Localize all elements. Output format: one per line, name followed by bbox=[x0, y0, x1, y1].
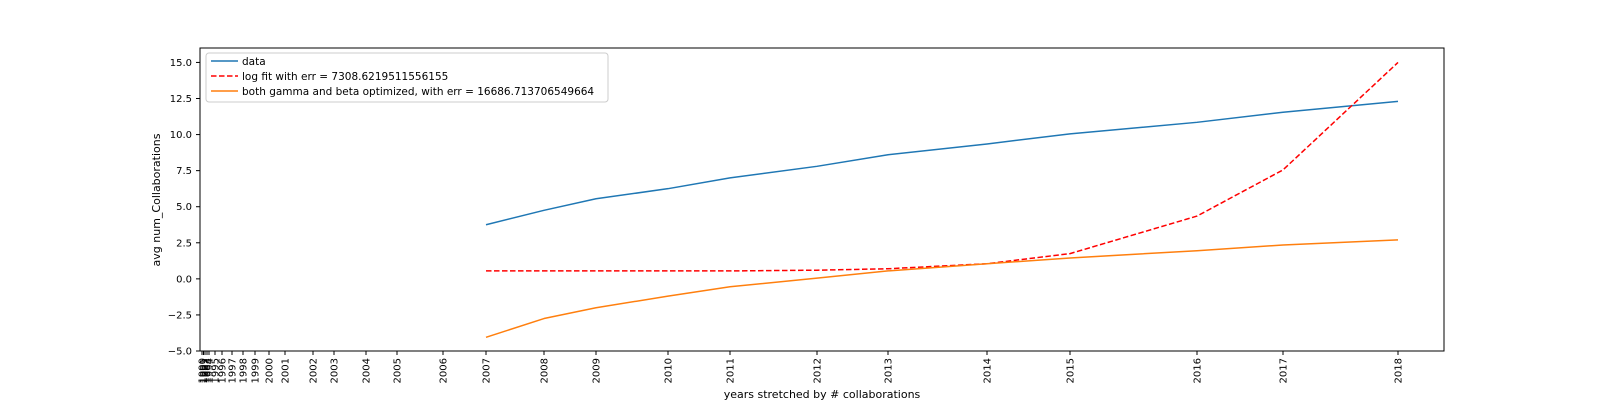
legend-entry: data bbox=[242, 56, 266, 68]
x-tick-label: 2004 bbox=[362, 358, 373, 383]
x-tick-label: 1995 bbox=[211, 358, 222, 383]
x-tick-label: 2016 bbox=[1193, 358, 1204, 383]
x-tick-label: 2013 bbox=[884, 358, 895, 383]
series-line-2 bbox=[486, 61, 1399, 272]
y-tick-label: 5.0 bbox=[176, 202, 192, 213]
x-tick-label: 2014 bbox=[983, 358, 994, 383]
x-tick-label: 1998 bbox=[239, 358, 250, 383]
x-tick-label: 2000 bbox=[265, 358, 276, 383]
legend-box bbox=[205, 52, 609, 103]
x-tick-label: 2006 bbox=[439, 358, 450, 383]
x-tick-label: 1992 bbox=[201, 358, 212, 383]
x-tick-label: 2005 bbox=[393, 358, 404, 383]
x-tick-label: 1997 bbox=[228, 358, 239, 383]
x-axis-label: years stretched by # collaborations bbox=[724, 388, 921, 400]
legend-entry: log fit with err = 7308.6219511556155 bbox=[242, 71, 448, 83]
y-tick-label: −2.5 bbox=[168, 310, 192, 321]
x-tick-label: 2011 bbox=[726, 358, 737, 383]
series-layer bbox=[485, 61, 1399, 339]
y-axis: −5.0 −2.5 0.0 2.5 5.0 7.5 10.0 12.5 15.0 bbox=[168, 58, 200, 358]
y-tick-label: 15.0 bbox=[170, 58, 192, 69]
x-tick-label: 2018 bbox=[1394, 358, 1405, 383]
legend: data log fit with err = 7308.621951155615… bbox=[205, 52, 609, 103]
y-tick-label: 0.0 bbox=[176, 274, 192, 285]
y-tick-label: −5.0 bbox=[168, 347, 192, 358]
x-tick-label: 2003 bbox=[330, 358, 341, 383]
y-tick-label: 2.5 bbox=[176, 238, 192, 249]
x-tick-label: 1994 bbox=[205, 358, 216, 383]
x-tick-label: 1999 bbox=[251, 358, 262, 383]
x-tick-label: 2017 bbox=[1279, 358, 1290, 383]
x-tick-label: 2008 bbox=[540, 358, 551, 383]
x-tick-label: 1991 bbox=[199, 358, 210, 383]
y-tick-label: 12.5 bbox=[170, 94, 192, 105]
x-tick-label: 1990 bbox=[198, 358, 209, 383]
series-line-3 bbox=[485, 239, 1399, 339]
x-tick-label: 2002 bbox=[309, 358, 320, 383]
x-tick-label: 2015 bbox=[1066, 358, 1077, 383]
x-tick-label: 2010 bbox=[664, 358, 675, 383]
x-tick-label: 2007 bbox=[482, 358, 493, 383]
series-line-1 bbox=[485, 100, 1399, 226]
y-tick-label: 10.0 bbox=[170, 130, 192, 141]
x-tick-label: 2012 bbox=[813, 358, 824, 383]
y-axis-label: avg num_Collaborations bbox=[150, 133, 163, 266]
x-tick-label: 2001 bbox=[281, 358, 292, 383]
x-tick-label: 1996 bbox=[218, 358, 229, 383]
legend-entry: both gamma and beta optimized, with err … bbox=[242, 86, 594, 98]
x-tick-label: 2009 bbox=[592, 358, 603, 383]
y-tick-label: 7.5 bbox=[176, 166, 192, 177]
x-tick-label: 1993 bbox=[203, 358, 214, 383]
